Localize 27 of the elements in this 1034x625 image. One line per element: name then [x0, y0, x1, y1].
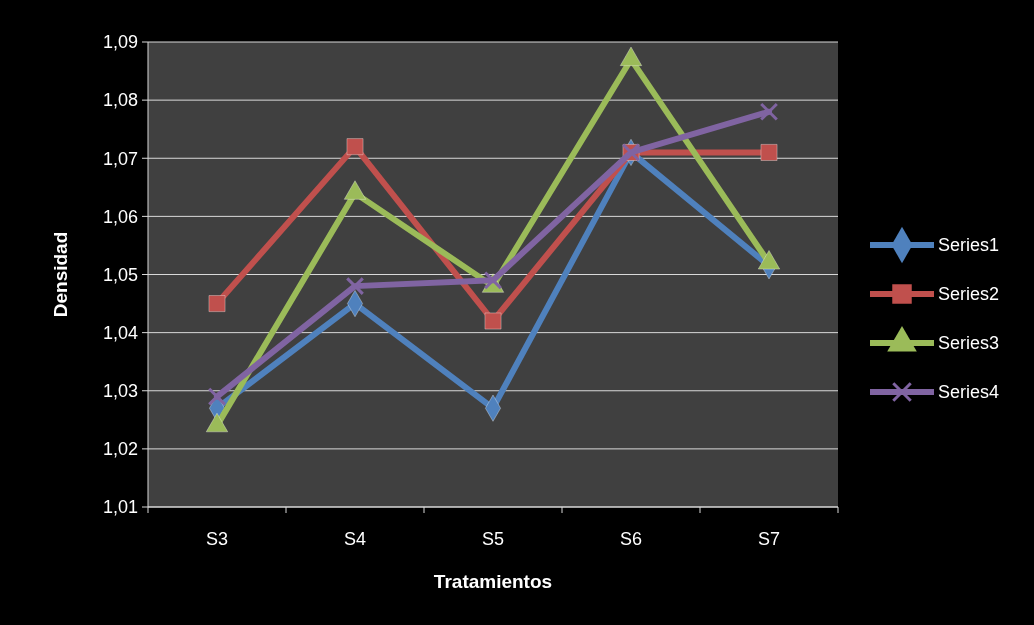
y-tick-label: 1,04 [102, 322, 138, 343]
legend-label: Series3 [938, 333, 1000, 354]
y-tick-label: 1,07 [102, 148, 138, 169]
point [759, 102, 779, 122]
point [345, 276, 365, 296]
legend-label: Series1 [938, 235, 1000, 256]
y-tick-label: 1,01 [102, 497, 138, 518]
y-tick-label: 1,06 [102, 206, 138, 227]
x-tick-label: S7 [757, 529, 781, 549]
point [207, 387, 227, 406]
y-tick-label: 1,08 [102, 90, 138, 111]
y-tick-label: 1,02 [102, 439, 138, 460]
legend-label: Series2 [938, 284, 1000, 305]
point [346, 138, 364, 156]
y-tick-label: 1,05 [102, 264, 138, 285]
x-tick-label: S4 [343, 529, 367, 549]
point [760, 143, 778, 161]
x-tick-label: S3 [205, 529, 229, 549]
y-tick-label: 1,09 [102, 32, 138, 53]
legend-label: Series4 [938, 382, 1000, 403]
x-tick-label: S6 [619, 529, 643, 549]
x-axis-title: Tratamientos [433, 571, 553, 592]
point [484, 312, 502, 330]
y-axis-title: Densidad [50, 231, 71, 318]
x-tick-label: S5 [481, 529, 505, 549]
point [208, 295, 226, 313]
y-tick-label: 1,03 [102, 381, 138, 402]
